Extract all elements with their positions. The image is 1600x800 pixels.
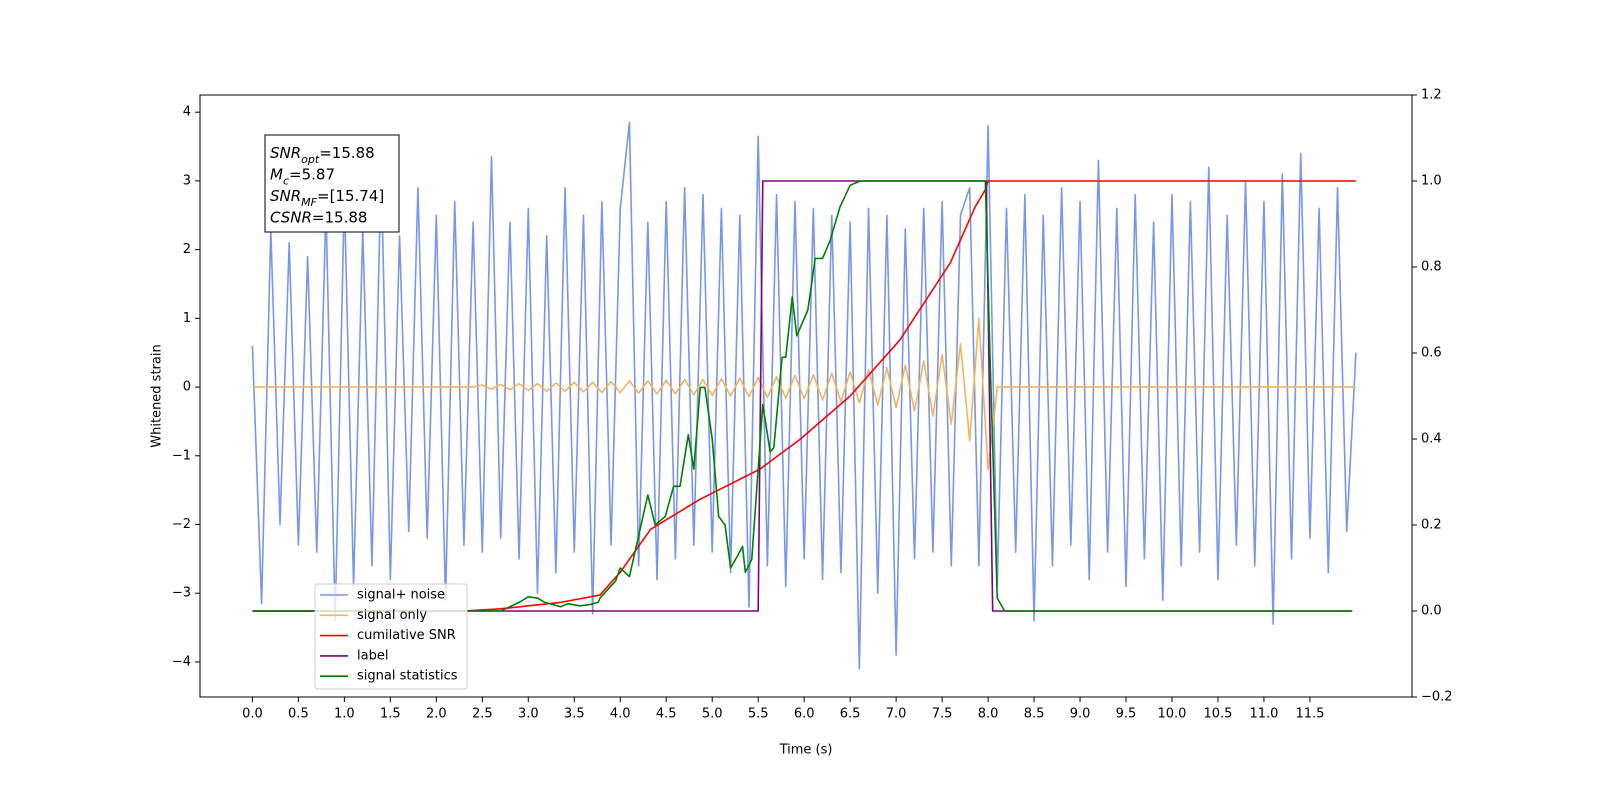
annotation-symbol: M [270, 165, 283, 183]
x-tick-label: 1.0 [334, 707, 355, 722]
x-tick-label: 9.5 [1116, 707, 1137, 722]
legend-label: signal+ noise [357, 588, 445, 603]
x-tick-label: 11.5 [1295, 707, 1324, 722]
y-tick-label: 3 [183, 173, 191, 188]
annotation-sub: c [283, 174, 289, 187]
annotation-symbol: SNR [270, 144, 301, 162]
annotation-sub: MF [301, 196, 317, 209]
legend-label: label [357, 648, 388, 663]
legend-label: signal only [357, 608, 427, 623]
y2-tick-label: 0.8 [1421, 260, 1442, 275]
series-line [252, 180, 1356, 612]
y2-tick-label: 1.0 [1421, 174, 1442, 189]
x-tick-label: 4.0 [610, 707, 631, 722]
annotation-symbol: CSNR [270, 208, 312, 226]
y-tick-label: −3 [172, 586, 191, 601]
y-tick-label: 0 [183, 380, 191, 395]
y-axis-label: Whitened strain [150, 344, 165, 447]
annotation: SNRMF=[15.74] [270, 187, 384, 209]
x-tick-label: 9.0 [1070, 707, 1091, 722]
y-tick-label: −2 [172, 517, 191, 532]
x-tick-label: 10.5 [1203, 707, 1232, 722]
x-tick-label: 5.5 [748, 707, 769, 722]
y2-tick-label: 0.0 [1421, 604, 1442, 619]
annotation-value: =15.88 [319, 144, 375, 162]
y-tick-label: −1 [172, 448, 191, 463]
x-tick-label: 8.0 [978, 707, 999, 722]
x-tick-label: 3.0 [518, 707, 539, 722]
x-tick-label: 7.5 [932, 707, 953, 722]
y-tick-label: 4 [183, 105, 191, 120]
series-line [252, 180, 1353, 612]
legend-label: signal statistics [357, 669, 458, 684]
x-tick-label: 4.5 [656, 707, 677, 722]
y2-tick-label: −0.2 [1421, 690, 1453, 705]
annotation-value: =15.88 [312, 208, 368, 226]
series-line [252, 317, 1356, 471]
y-tick-label: 1 [183, 311, 191, 326]
y2-tick-label: 0.2 [1421, 518, 1442, 533]
annotation-sub: opt [301, 153, 320, 166]
annotation-value: =5.87 [289, 165, 335, 183]
annotation: Mc=5.87 [270, 165, 335, 187]
plot-frame [199, 94, 1413, 698]
x-tick-label: 5.0 [702, 707, 723, 722]
y-tick-label: −4 [172, 654, 191, 669]
annotation: SNRopt=15.88 [270, 144, 375, 166]
x-tick-label: 6.5 [840, 707, 861, 722]
legend-box [314, 583, 468, 690]
y2-tick-label: 1.2 [1421, 88, 1442, 103]
x-tick-label: 1.5 [380, 707, 401, 722]
x-tick-label: 6.0 [794, 707, 815, 722]
x-tick-label: 2.5 [472, 707, 493, 722]
x-tick-label: 7.0 [886, 707, 907, 722]
x-tick-label: 11.0 [1249, 707, 1278, 722]
x-axis-label: Time (s) [779, 743, 833, 758]
annotation-value: =[15.74] [317, 187, 384, 205]
x-tick-label: 8.5 [1024, 707, 1045, 722]
y-tick-label: 2 [183, 242, 191, 257]
y2-tick-label: 0.6 [1421, 346, 1442, 361]
x-tick-label: 2.0 [426, 707, 447, 722]
annotation-symbol: SNR [270, 187, 301, 205]
annotation: CSNR=15.88 [270, 208, 367, 226]
annotation-box [264, 134, 400, 233]
y2-tick-label: 0.4 [1421, 432, 1442, 447]
x-tick-label: 10.0 [1158, 707, 1187, 722]
series-line [251, 121, 1357, 670]
x-tick-label: 0.5 [288, 707, 309, 722]
legend-label: cumilative SNR [357, 628, 456, 643]
x-tick-label: 0.0 [242, 707, 263, 722]
x-tick-label: 3.5 [564, 707, 585, 722]
